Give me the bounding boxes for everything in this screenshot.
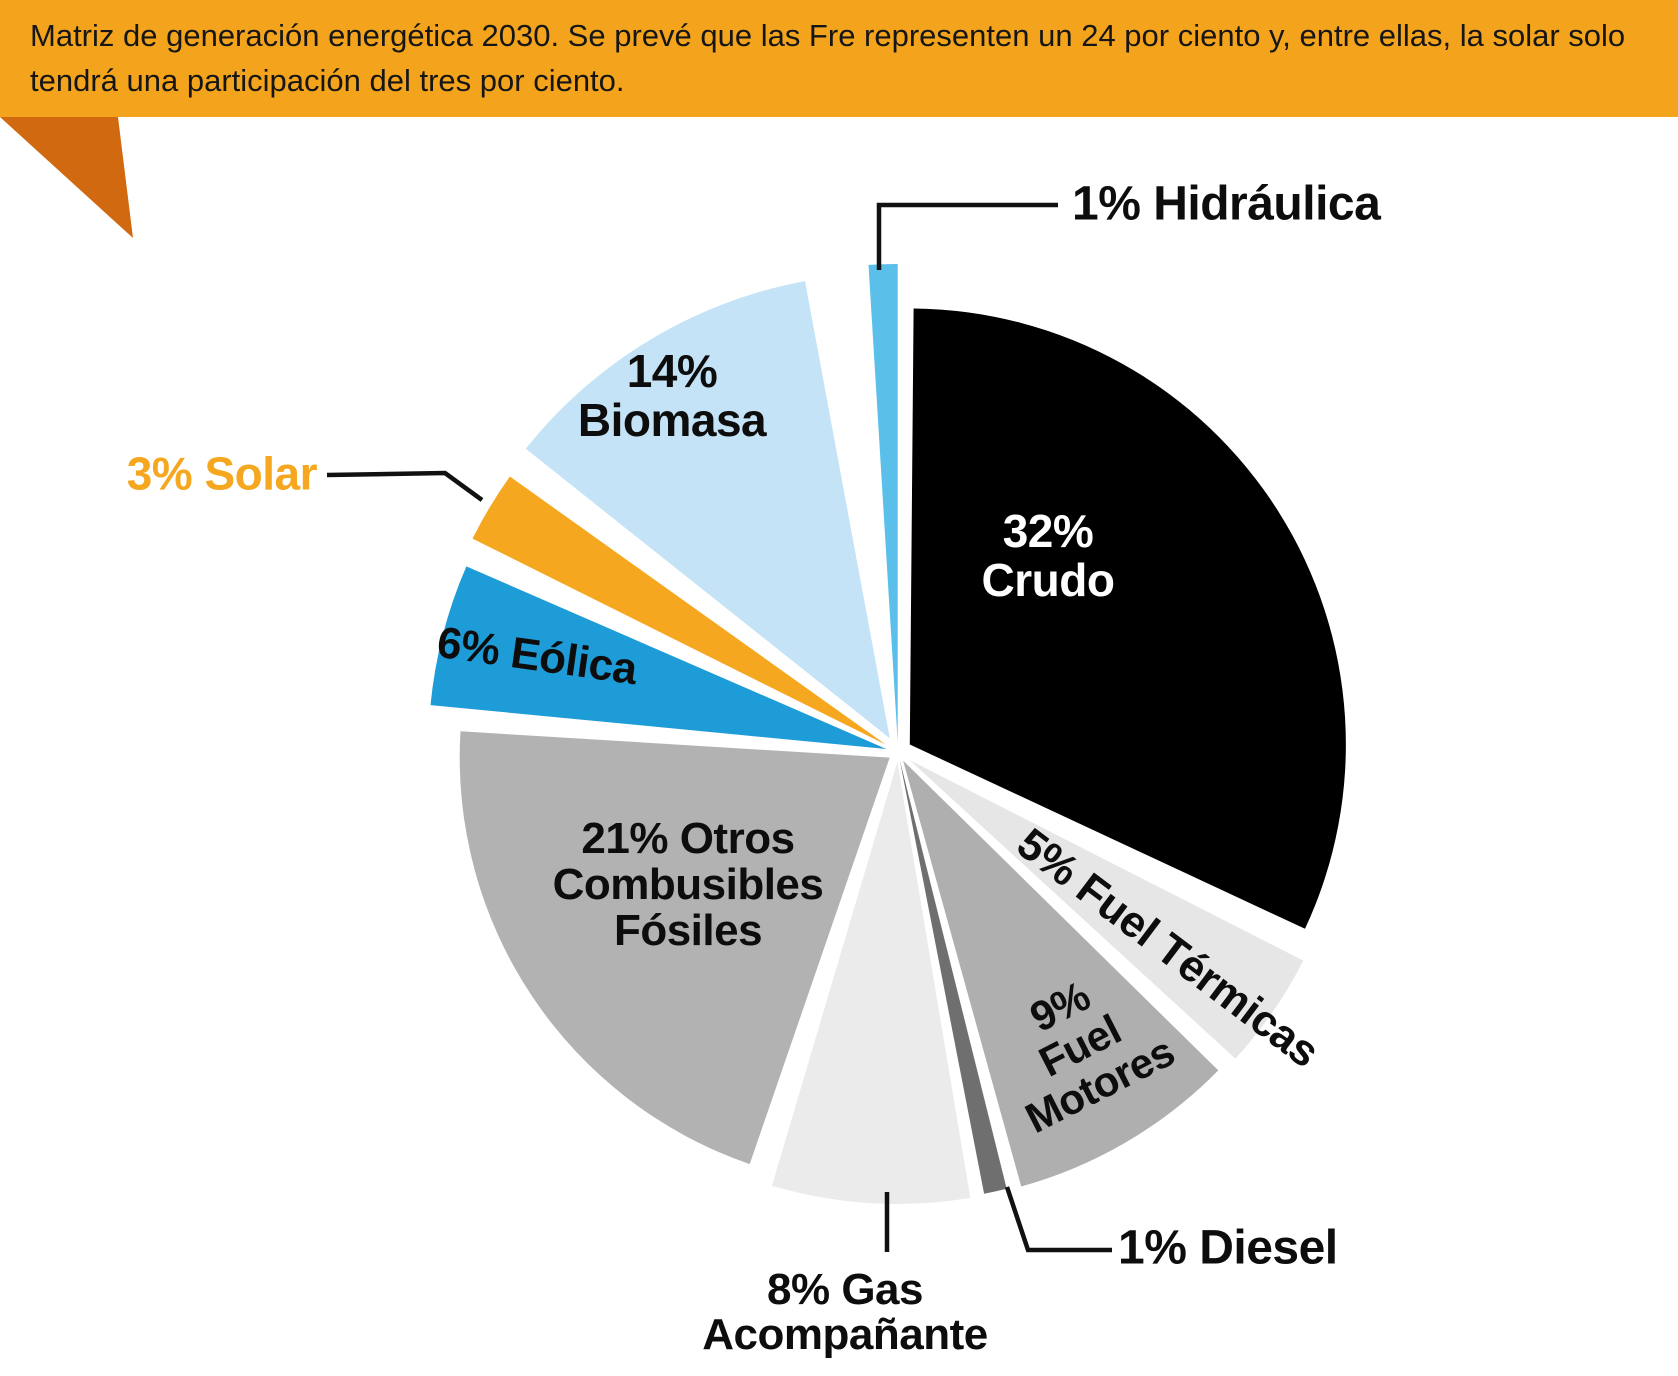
- slice-label-crudo: 32% Crudo: [981, 505, 1115, 606]
- pie-slice-eolica: [430, 566, 887, 749]
- banner-caption-line2: la solar solo tendrá una participación d…: [30, 18, 1626, 98]
- callout-line-diesel: [1004, 1186, 1112, 1253]
- slice-label-solar: 3% Solar: [126, 447, 318, 500]
- pie-slice-crudo: [909, 308, 1346, 929]
- pie-slice-fuel-motores: [903, 760, 1219, 1187]
- slice-label-gas-acompanante: 8% Gas Acompañante: [702, 1265, 988, 1359]
- header-banner: Matriz de generación energética 2030. Se…: [0, 0, 1678, 117]
- pie-slice-diesel: [899, 759, 1007, 1194]
- pie-slice-fuel-termicas: [909, 760, 1304, 1059]
- pie-slice-hidraulica: [868, 264, 898, 742]
- slice-label-otros-combustibles: 21% Otros Combusibles Fósiles: [552, 814, 824, 955]
- callout-line-solar: [326, 470, 484, 502]
- banner-caption-line1: Matriz de generación energética 2030. Se…: [30, 18, 1452, 53]
- callout-line-hidraulica: [876, 202, 1058, 270]
- pie-slice-gas-acompanante: [771, 762, 971, 1204]
- slice-label-hidraulica: 1% Hidráulica: [1072, 177, 1381, 231]
- slice-label-biomasa: 14% Biomasa: [577, 345, 767, 446]
- banner-caption: Matriz de generación energética 2030. Se…: [30, 13, 1678, 103]
- pie-slice-otros-combustibles: [459, 731, 890, 1165]
- pie-slice-biomasa: [525, 281, 890, 739]
- slice-label-diesel: 1% Diesel: [1118, 1221, 1338, 1275]
- pie-slice-solar: [472, 476, 886, 745]
